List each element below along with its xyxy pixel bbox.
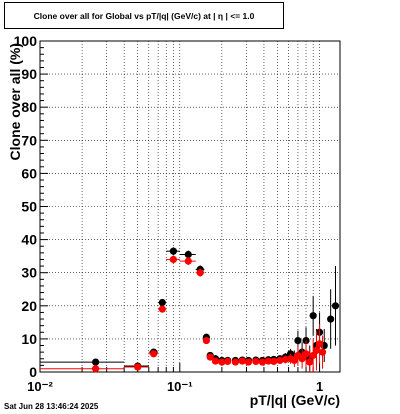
data-point [158,298,166,307]
data-point [184,257,192,265]
data-point [92,365,100,373]
y-tick-label: 90 [21,66,37,82]
data-point [270,357,278,366]
data-point [306,358,314,366]
data-point [294,336,302,345]
data-point [231,358,240,366]
data-point [312,346,321,355]
chart-title-box: Clone over all for Global vs pT/|q| (GeV… [4,2,284,29]
data-point [196,269,204,277]
y-tick-label: 50 [21,199,37,215]
data-point [92,358,100,366]
data-point [134,363,142,371]
data-point [211,357,220,365]
data-point [302,350,310,358]
y-tick-label: 70 [21,132,37,148]
data-point [169,247,177,255]
y-tick-label: 30 [21,265,37,281]
data-point [206,353,214,361]
y-tick-label: 60 [21,165,37,181]
data-point [327,315,335,323]
data-point [276,356,284,365]
data-point [258,358,267,366]
data-point [158,305,166,313]
data-point [150,350,158,358]
x-tick-label: 10⁻¹ [167,379,193,394]
y-tick-label: 20 [21,298,37,314]
data-point [318,348,327,356]
y-tick-label: 100 [14,33,38,49]
y-axis-label: Clone over all (%) [7,43,23,160]
data-point [224,357,232,366]
chart-title: Clone over all for Global vs pT/|q| (GeV… [33,10,255,21]
data-point [331,302,340,310]
y-tick-label: 40 [21,232,37,248]
data-point [218,358,226,366]
x-tick-label: 10⁻² [27,379,53,394]
data-point [252,357,260,366]
data-point [244,358,253,366]
data-point [264,357,272,365]
timestamp: Sat Jun 28 13:46:24 2025 [4,402,99,411]
data-point [202,336,210,345]
y-tick-label: 10 [21,331,37,347]
y-tick-label: 80 [21,99,37,115]
data-point [184,250,192,259]
data-point [298,355,306,363]
data-point [169,255,177,264]
data-point [290,356,298,365]
x-axis-label: pT/|q| (GeV/c) [250,392,340,408]
data-point [309,312,317,320]
data-point [315,340,324,348]
x-tick-label: 1 [316,379,323,394]
y-tick-label: 0 [29,364,37,380]
data-point [238,357,246,365]
